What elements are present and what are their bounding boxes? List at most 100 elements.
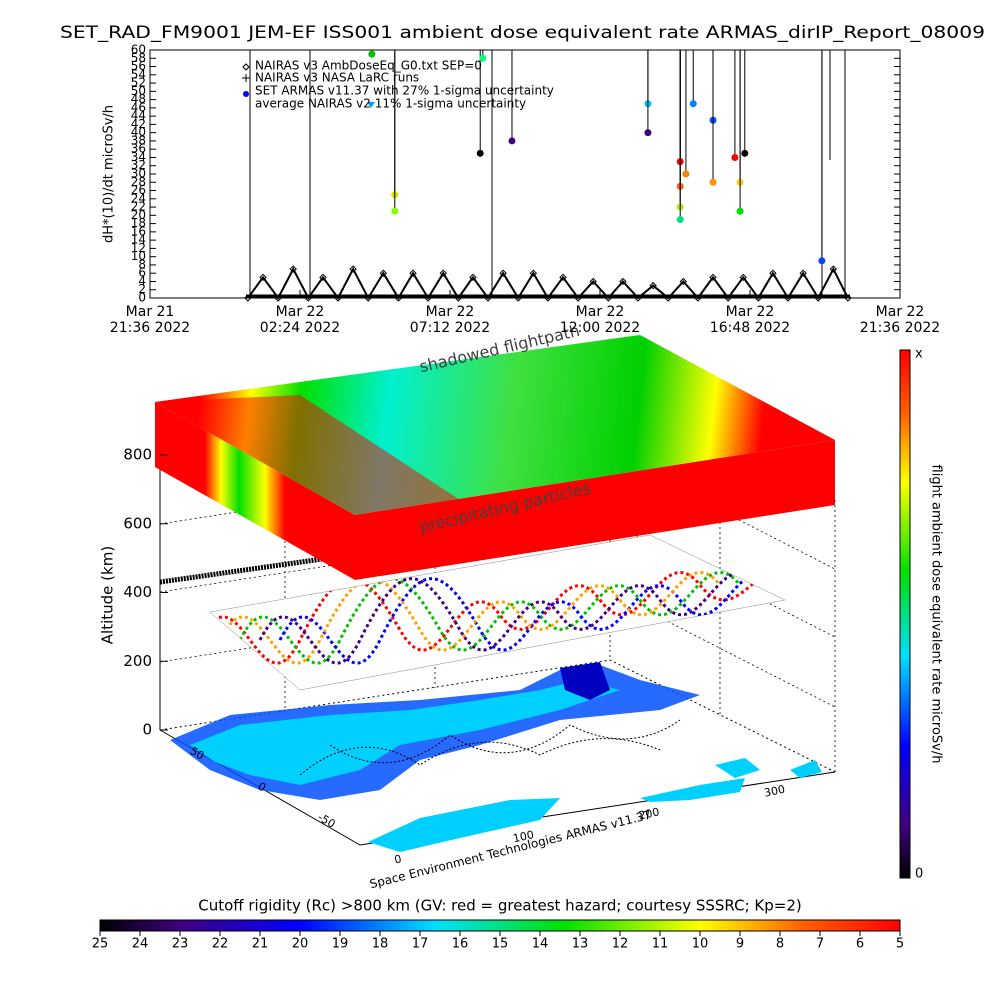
x-tick-label: 9: [736, 937, 744, 952]
lat-tick-label: -50: [315, 811, 337, 831]
point: [679, 277, 688, 286]
point: [754, 294, 763, 302]
legend-label: average NAIRAS v2 11% 1-sigma uncertaint…: [255, 97, 526, 111]
world-map: [170, 662, 822, 852]
point: [694, 294, 702, 302]
y-tick-label: 26: [131, 183, 146, 197]
point: [844, 294, 852, 302]
point: [649, 281, 657, 290]
z-tick-label: 400: [123, 583, 152, 601]
line: [247, 266, 849, 301]
point: [769, 269, 777, 277]
y-tick-label: 16: [131, 224, 146, 238]
legend-label: NAIRAS v3 AmbDoseEq_G0.txt SEP=0: [255, 59, 482, 73]
x-tick-label: 10: [692, 937, 709, 952]
point: [454, 294, 463, 302]
z-tick-label: 200: [123, 652, 152, 670]
legend-symbol: [243, 91, 249, 97]
y-tick-label: 0: [138, 291, 146, 305]
y-tick-label: 22: [131, 200, 146, 214]
point: [664, 294, 672, 302]
y-tick-label: 50: [131, 84, 146, 98]
point: [589, 277, 597, 286]
y-tick-label: 58: [131, 51, 146, 65]
colorbar-max-label: x: [915, 347, 923, 362]
legend-symbol: [367, 102, 375, 108]
legend-symbol: [242, 63, 250, 71]
lon-tick-label: 0: [393, 852, 403, 866]
x-tick-label: 21: [252, 937, 269, 952]
point: [508, 137, 516, 145]
x-tick-label: Mar 22 21:36 2022: [860, 304, 940, 336]
x-tick-label: 15: [492, 937, 509, 952]
y-tick-label: 32: [131, 158, 146, 172]
point: [484, 294, 492, 302]
orbit-tracks: [210, 568, 785, 665]
y-tick-label: 18: [131, 216, 146, 230]
point: [544, 294, 552, 302]
point: [604, 294, 613, 302]
y-tick-label: 4: [138, 274, 146, 288]
z-tick-label: 600: [123, 514, 152, 532]
x-tick-label: 12: [612, 937, 629, 952]
point: [424, 294, 432, 302]
slab-right-face: [355, 440, 835, 580]
x-tick-label: 17: [412, 937, 429, 952]
y-tick-label: 6: [138, 266, 146, 280]
x-tick-label: 25: [92, 937, 109, 952]
y-tick-label: 20: [131, 208, 146, 222]
point: [741, 149, 749, 157]
point: [469, 273, 477, 282]
colorbar-title: Cutoff rigidity (Rc) >800 km (GV: red = …: [198, 897, 801, 915]
x-tick-label: 16: [452, 937, 469, 952]
legend-label: NAIRAS v3 NASA LaRC runs: [255, 71, 419, 85]
x-tick-label: 7: [816, 937, 824, 952]
x-tick-label: 18: [372, 937, 389, 952]
legend-label: SET ARMAS v11.37 with 27% 1-sigma uncert…: [255, 84, 554, 98]
lat-tick-label: 50: [188, 744, 207, 762]
point: [274, 294, 282, 302]
y-tick-label: 12: [131, 241, 146, 255]
y-tick-label: 8: [138, 257, 146, 271]
point: [818, 257, 826, 265]
x-tick-label: Mar 22 02:24 2022: [260, 304, 340, 336]
y-tick-label: 2: [138, 282, 146, 296]
point: [391, 207, 399, 215]
point: [319, 273, 327, 282]
point: [349, 265, 357, 273]
y-tick-label: 28: [131, 175, 146, 189]
legend: NAIRAS v3 AmbDoseEq_G0.txt SEP=0 NAIRAS …: [242, 59, 554, 111]
y-tick-label: 30: [131, 167, 146, 181]
point: [724, 294, 732, 302]
top-plot: dH*(10)/dt microSv/h NAIRAS v3 AmbDoseEq…: [102, 49, 901, 299]
y-tick-label: 24: [131, 191, 146, 205]
y-tick-label: 52: [131, 76, 146, 90]
point: [736, 207, 744, 215]
point: [739, 273, 747, 282]
point: [244, 294, 252, 302]
point: [394, 294, 403, 302]
colorbar-horizontal: [99, 919, 901, 932]
z-axis-label: Altitude (km): [99, 546, 117, 644]
x-tick-label: Mar 21 21:36 2022: [110, 304, 190, 336]
y-tick-label: 54: [131, 67, 146, 81]
point: [829, 265, 838, 273]
y-tick-label: 60: [131, 43, 146, 57]
point: [689, 100, 697, 108]
y-tick-label: 34: [131, 150, 146, 164]
x-tick-label: 13: [572, 937, 589, 952]
x-tick-label: 23: [172, 937, 189, 952]
point: [731, 153, 739, 161]
point: [709, 178, 717, 186]
x-tick-label: 20: [292, 937, 309, 952]
point: [476, 149, 484, 157]
point: [499, 269, 507, 277]
x-tick-label: Mar 22 16:48 2022: [710, 304, 790, 336]
point: [644, 129, 652, 137]
point: [304, 294, 313, 302]
lon-tick-label: 300: [763, 783, 786, 800]
point: [676, 215, 684, 223]
point: [559, 273, 567, 282]
y-tick-label: 56: [131, 59, 146, 73]
point: [479, 54, 487, 62]
